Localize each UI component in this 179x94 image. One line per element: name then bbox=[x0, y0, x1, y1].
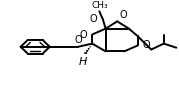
Text: H: H bbox=[79, 57, 87, 67]
Text: O: O bbox=[142, 40, 150, 50]
Text: O: O bbox=[90, 14, 98, 24]
Text: O: O bbox=[79, 30, 87, 40]
Text: CH₃: CH₃ bbox=[91, 2, 108, 10]
Text: O: O bbox=[119, 10, 127, 20]
Text: O: O bbox=[74, 34, 82, 45]
